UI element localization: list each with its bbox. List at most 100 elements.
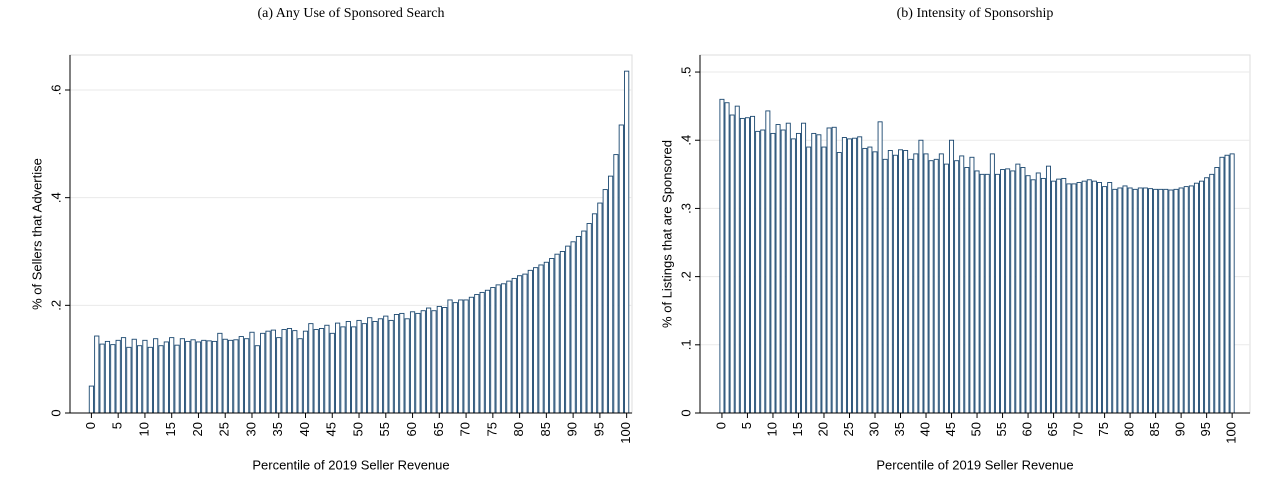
bar (153, 338, 159, 414)
bar (755, 130, 761, 414)
bar (393, 314, 400, 414)
bar (750, 115, 756, 414)
bar (954, 160, 960, 414)
bar (1117, 187, 1123, 414)
bar (1086, 179, 1092, 414)
x-tick-label: 60 (1019, 422, 1034, 436)
y-tick-label: .3 (678, 203, 693, 214)
x-tick-label: 90 (565, 422, 580, 436)
bar (324, 324, 330, 414)
bar (1056, 178, 1062, 414)
bar (185, 340, 191, 414)
bar (790, 138, 796, 414)
bar (227, 339, 234, 414)
bar (898, 149, 904, 414)
bar (1204, 177, 1210, 414)
bar (1071, 183, 1077, 414)
bar (724, 102, 730, 414)
x-axis-label: Percentile of 2019 Seller Revenue (252, 457, 449, 472)
bar (88, 385, 95, 414)
bar (1076, 182, 1082, 414)
bar (195, 341, 202, 414)
bar (506, 280, 512, 414)
y-tick-label: .4 (48, 192, 63, 203)
bar (329, 332, 335, 414)
bar (169, 337, 175, 414)
bar (969, 156, 975, 414)
bar (719, 98, 725, 414)
bar (458, 299, 464, 414)
x-tick-label: 85 (538, 422, 553, 436)
bar (94, 335, 100, 414)
bar (974, 170, 980, 414)
bar (806, 146, 812, 414)
bar (361, 323, 367, 414)
bar (877, 121, 883, 414)
bar (201, 339, 207, 414)
bar (816, 134, 822, 414)
panel-title: (b) Intensity of Sponsorship (897, 6, 1054, 21)
y-tick-label: 0 (48, 409, 63, 416)
x-tick-label: 50 (350, 422, 365, 436)
bar (527, 269, 533, 414)
bar (490, 287, 496, 414)
bar (565, 245, 571, 414)
x-tick-label: 0 (83, 422, 98, 429)
bar (586, 223, 592, 414)
bar (260, 332, 266, 414)
bar (420, 310, 426, 414)
bar (1209, 173, 1215, 414)
bar (1163, 188, 1169, 414)
bar (923, 153, 929, 414)
bar (867, 146, 873, 414)
x-tick-label: 10 (136, 422, 151, 436)
x-tick-label: 95 (591, 422, 606, 436)
bar (575, 235, 582, 414)
bar (1127, 187, 1133, 414)
y-tick-label: .4 (678, 135, 693, 146)
bar (1137, 187, 1143, 414)
x-tick-label: 5 (739, 422, 754, 429)
bar (1045, 165, 1051, 414)
bar (302, 330, 309, 414)
bar (463, 299, 469, 414)
bar (979, 173, 985, 414)
bar (1000, 169, 1006, 414)
bar (554, 253, 560, 414)
bar (780, 129, 786, 414)
bar (1178, 187, 1184, 414)
bar (826, 127, 832, 414)
bar (989, 153, 995, 414)
bar (1107, 182, 1113, 414)
bar (308, 323, 314, 414)
bar (775, 124, 781, 414)
bar (265, 330, 271, 414)
bar (533, 267, 539, 414)
bar (367, 317, 373, 414)
x-tick-label: 15 (163, 422, 178, 436)
bar (1096, 182, 1102, 414)
bar (222, 338, 228, 414)
x-axis-label: Percentile of 2019 Seller Revenue (876, 457, 1073, 472)
y-tick-label: 0 (678, 409, 693, 416)
x-tick-label: 100 (618, 422, 633, 444)
bar (1142, 187, 1148, 414)
bar (383, 315, 389, 414)
plot-frame (69, 54, 633, 414)
bar (1010, 170, 1016, 414)
bar (811, 132, 817, 414)
bar (335, 322, 341, 414)
bar (795, 132, 801, 414)
bar (933, 158, 939, 414)
bar (821, 146, 827, 414)
x-tick-label: 55 (377, 422, 392, 436)
bar (613, 154, 619, 414)
bar (852, 137, 858, 414)
bar (1148, 188, 1154, 414)
bar (581, 230, 587, 414)
bar (522, 273, 528, 414)
x-tick-label: 95 (1198, 422, 1213, 436)
bar (543, 261, 549, 414)
bar (163, 341, 169, 414)
bar (158, 345, 164, 414)
